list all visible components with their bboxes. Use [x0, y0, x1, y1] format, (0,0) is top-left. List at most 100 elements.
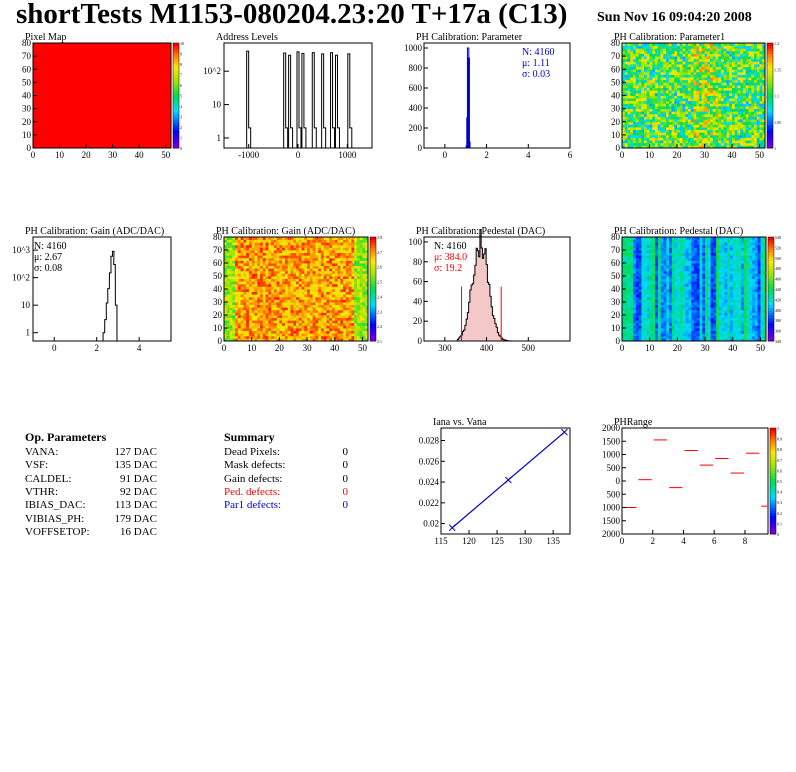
- ph-param1-cell: [685, 111, 689, 115]
- pixel-map-cell: [96, 142, 100, 146]
- ph-param1-cell: [630, 121, 634, 125]
- ph-param1-cell: [696, 98, 700, 102]
- ph-param1-cell: [748, 119, 752, 123]
- pixel-map-ytick-label: 70: [22, 51, 32, 61]
- pixel-map-cell: [48, 127, 52, 131]
- ph-gain-map-cell: [284, 325, 289, 329]
- pixel-map-cell: [88, 129, 92, 133]
- pixel-map-cell: [72, 106, 76, 110]
- pixel-map-cell: [83, 119, 87, 123]
- ph-gain-map-cell: [307, 320, 311, 324]
- ph-param1-cell: [646, 85, 650, 89]
- ph-param1-cell: [734, 121, 738, 125]
- ph-param1-cell: [624, 103, 628, 107]
- ph-param1-cell: [677, 43, 681, 47]
- pixel-map-cell: [40, 69, 45, 73]
- pixel-map-cell: [102, 103, 106, 107]
- pixel-map-cell: [163, 58, 167, 62]
- pixel-map-cell: [80, 127, 84, 131]
- pixel-map-cell: [96, 66, 100, 70]
- pixel-map-cell: [43, 129, 47, 133]
- pixel-map-cell: [99, 90, 103, 94]
- ph-param1-cell: [652, 111, 656, 115]
- pixel-map-cell: [165, 64, 169, 68]
- pixel-map-cell: [72, 66, 76, 70]
- pixel-map-cell: [48, 69, 52, 73]
- ph-gain-map-cell: [365, 320, 369, 324]
- pixel-map-cell: [40, 108, 45, 112]
- pixel-map-cell: [80, 111, 84, 115]
- pixel-map-cell: [117, 43, 121, 47]
- pixel-map-cell: [33, 48, 37, 52]
- ph-param1-cell: [701, 56, 705, 60]
- pixel-map-cell: [147, 127, 151, 131]
- ph-gain-map-cell: [229, 325, 233, 329]
- pixel-map-cell: [149, 142, 153, 146]
- pixel-map-cell: [51, 66, 55, 70]
- pixel-map-cell: [56, 71, 60, 75]
- pixel-map-cell: [117, 116, 121, 120]
- ph-param1-cell: [627, 77, 631, 81]
- pixel-map-cell: [35, 90, 39, 94]
- ph-param1-cell: [674, 137, 678, 141]
- ph-param1-cell: [674, 77, 678, 81]
- ph-param1-cell: [707, 111, 711, 115]
- ph-param1-cell: [732, 74, 736, 78]
- pixel-map-cell: [59, 77, 63, 81]
- ph-gain-map-cell: [248, 315, 253, 318]
- pixel-map-cell: [40, 43, 45, 47]
- ph-param1-cell: [751, 111, 755, 115]
- pixel-map-cell: [64, 87, 68, 91]
- pixel-map-cell: [64, 92, 68, 96]
- ph-gain-map-cell: [348, 315, 352, 318]
- pixel-map-cell: [149, 92, 153, 96]
- pixel-map-cell: [112, 90, 116, 94]
- ph-param1-zscale-label: 1.15: [774, 67, 781, 72]
- ph-gain-map-cell: [351, 322, 355, 326]
- ph-param1-cell: [679, 142, 683, 146]
- ph-param1-cell: [679, 111, 683, 115]
- pixel-map-cell: [136, 45, 140, 49]
- pixel-map-cell: [133, 111, 137, 115]
- ph-param1-cell: [690, 64, 694, 68]
- ph-param1-cell: [633, 58, 637, 62]
- pixel-map-cell: [96, 71, 100, 75]
- pixel-map-cell: [155, 134, 159, 138]
- pixel-map-cell: [64, 127, 68, 131]
- ph-param1-cell: [666, 87, 670, 91]
- ph-param1-cell: [646, 56, 650, 60]
- ph-param1-cell: [734, 100, 738, 104]
- ph-param1-cell: [745, 137, 749, 141]
- pixel-map-cell: [147, 95, 151, 99]
- ph-param1-ytick-label: 80: [611, 38, 621, 48]
- ph-param1-zscale-frame: [766, 42, 774, 149]
- pixel-map-cell: [123, 82, 127, 86]
- ph-param1-cell: [660, 119, 664, 123]
- pixel-map-cell: [43, 71, 47, 75]
- ph-param1-cell: [690, 119, 694, 123]
- ph-gain-map-cell: [243, 320, 247, 324]
- ph-param1-cell: [701, 98, 705, 102]
- pixel-map-cell: [70, 53, 74, 57]
- pixel-map-cell: [67, 82, 71, 86]
- ph-param1-cell: [655, 66, 659, 70]
- ph-param1-cell: [715, 53, 719, 57]
- pixel-map-cell: [125, 50, 129, 54]
- ph-param1-cell: [756, 77, 760, 81]
- pixel-map-cell: [56, 137, 60, 141]
- ph-param1-cell: [734, 69, 738, 73]
- ph-param1-cell: [756, 134, 760, 138]
- ph-gain-map-cell: [271, 330, 275, 334]
- pixel-map-cell: [62, 111, 66, 115]
- pixel-map-cell: [59, 119, 63, 123]
- ph-gain-map-cell: [279, 320, 283, 324]
- pixel-map-cell: [67, 142, 71, 146]
- pixel-map-cell: [144, 113, 148, 117]
- ph-param1-cell: [710, 87, 714, 91]
- ph-param1-cell: [657, 45, 661, 49]
- ph-param1-cell: [759, 48, 763, 52]
- ph-param1-cell: [721, 56, 725, 60]
- ph-gain-map-cell: [301, 312, 305, 316]
- ph-param1-cell: [723, 98, 727, 102]
- ph-gain-map-cell: [340, 333, 344, 337]
